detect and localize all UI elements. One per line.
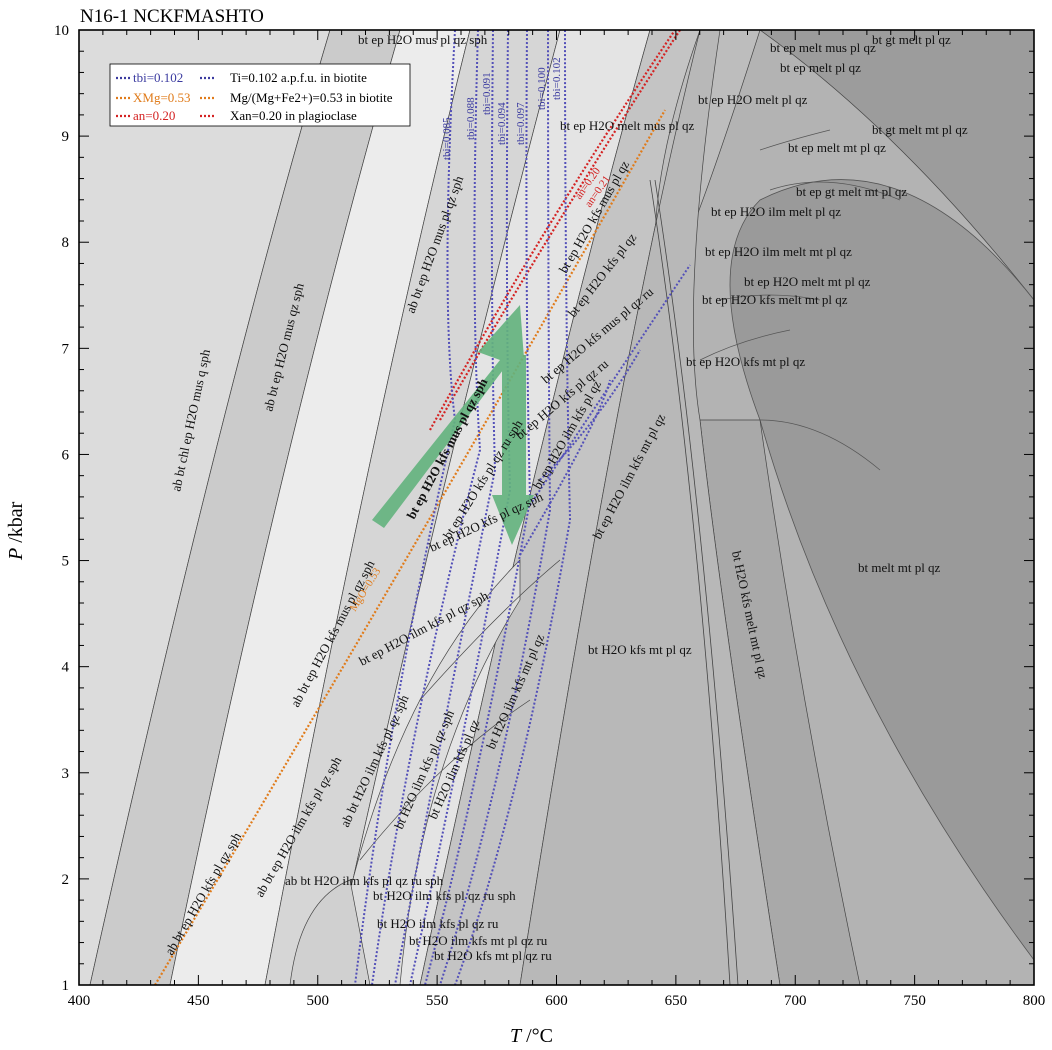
x-tick-label: 400 (68, 993, 91, 1009)
tbi-isopleth-3 (394, 30, 497, 985)
legend-text-xmg: Mg/(Mg+Fe2+)=0.53 in biotite (230, 90, 393, 105)
y-tick-label: 5 (62, 554, 70, 570)
y-tick-label: 6 (62, 447, 70, 463)
phase-field-areas (79, 30, 1034, 985)
field-label: bt ep melt pl qz (780, 60, 861, 75)
tbi-isopleth-5 (424, 30, 532, 985)
tbi-label-7: tbi=0.102 (551, 57, 563, 100)
y-tick-label: 3 (62, 766, 70, 782)
x-tick-label: 700 (784, 993, 807, 1009)
field-label: bt ep H2O kfs melt mt pl qz (702, 292, 848, 307)
x-tick-label: 600 (545, 993, 568, 1009)
an-isopleth-2 (439, 30, 681, 421)
field-label: bt ep melt mt pl qz (788, 140, 886, 155)
x-tick-label: 650 (665, 993, 688, 1009)
tbi-isopleth-6 (439, 30, 552, 985)
x-tick-label: 550 (426, 993, 449, 1009)
field-label: bt gt melt pl qz (872, 32, 951, 47)
xmg-isopleth (154, 109, 666, 985)
retrograde-arrow (492, 355, 534, 545)
x-tick-label: 500 (307, 993, 330, 1009)
field-label: bt H2O ilm kfs mt pl qz ru (409, 933, 548, 948)
field-label: bt ep H2O melt mus pl qz (560, 118, 695, 133)
y-tick-label: 1 (62, 978, 70, 994)
pt-path-arrows (372, 305, 534, 545)
field-label: bt ep H2O mus pl qz sph (358, 32, 488, 47)
legend-key-xmg: XMg=0.53 (133, 90, 191, 105)
tbi-label-2: tbi=0.088 (465, 97, 477, 140)
field-bt-h2o-kfs-mt (519, 30, 781, 985)
tbi-label-5: tbi=0.097 (515, 102, 527, 145)
field-label: ab bt H2O ilm kfs pl qz ru sph (285, 873, 444, 888)
legend: tbi=0.102 Ti=0.102 a.p.f.u. in biotite X… (109, 63, 411, 127)
y-axis-label: P /kbar (5, 501, 27, 561)
y-tick-label: 8 (62, 235, 70, 251)
x-tick-label: 450 (187, 993, 210, 1009)
field-label: bt ep H2O melt mt pl qz (744, 274, 871, 289)
field-lower-ru (289, 879, 371, 985)
legend-text-tbi: Ti=0.102 a.p.f.u. in biotite (230, 70, 367, 85)
prograde-arrow (372, 305, 525, 528)
x-tick-label: 750 (903, 993, 926, 1009)
field-ilm-kfs-sph (329, 559, 521, 985)
diagram-title: N16-1 NCKFMASHTO (80, 6, 264, 27)
legend-key-tbi: tbi=0.102 (133, 70, 183, 85)
field-label: bt H2O ilm kfs pl qz ru sph (373, 888, 516, 903)
tbi-label-4: tbi=0.094 (496, 102, 508, 145)
field-label: bt ep melt mus pl qz (770, 40, 876, 55)
field-label: bt melt mt pl qz (858, 560, 941, 575)
tbi-isopleth-2 (371, 30, 482, 985)
field-label: bt ep H2O ilm melt pl qz (711, 204, 841, 219)
legend-text-an: Xan=0.20 in plagioclase (230, 108, 357, 123)
y-tick-label: 10 (54, 23, 69, 39)
field-bt-melt-mt (729, 179, 1034, 961)
y-tick-label: 2 (62, 872, 70, 888)
tick-labels: 400 450 500 550 600 650 700 750 800 1 2 3 4 5 6 7 8 9 10 (54, 23, 1045, 1009)
tbi-label-3: tbi=0.091 (481, 72, 493, 115)
tbi-label-1: tbi=0.085 (441, 117, 453, 160)
field-label: bt ep H2O melt pl qz (698, 92, 808, 107)
field-label: bt H2O kfs mt pl qz ru (434, 948, 552, 963)
y-tick-label: 4 (62, 660, 70, 676)
tbi-label-6: tbi=0.100 (536, 67, 548, 110)
tbi-isopleth-7 (454, 30, 572, 985)
tbi-isopleth-1 (354, 30, 457, 985)
field-label: bt H2O kfs mt pl qz (588, 642, 692, 657)
field-label: bt gt melt mt pl qz (872, 122, 968, 137)
field-label: bt H2O ilm kfs pl qz ru (377, 916, 499, 931)
field-label: bt ep H2O ilm melt mt pl qz (705, 244, 852, 259)
y-tick-label: 9 (62, 129, 70, 145)
legend-key-an: an=0.20 (133, 108, 175, 123)
field-label: bt ep H2O kfs mt pl qz (686, 354, 805, 369)
x-axis-label: T /°C (510, 1025, 553, 1047)
field-label: bt ep gt melt mt pl qz (796, 184, 907, 199)
x-tick-label: 800 (1023, 993, 1046, 1009)
y-tick-label: 7 (62, 341, 70, 357)
tick-marks (78, 29, 1035, 986)
